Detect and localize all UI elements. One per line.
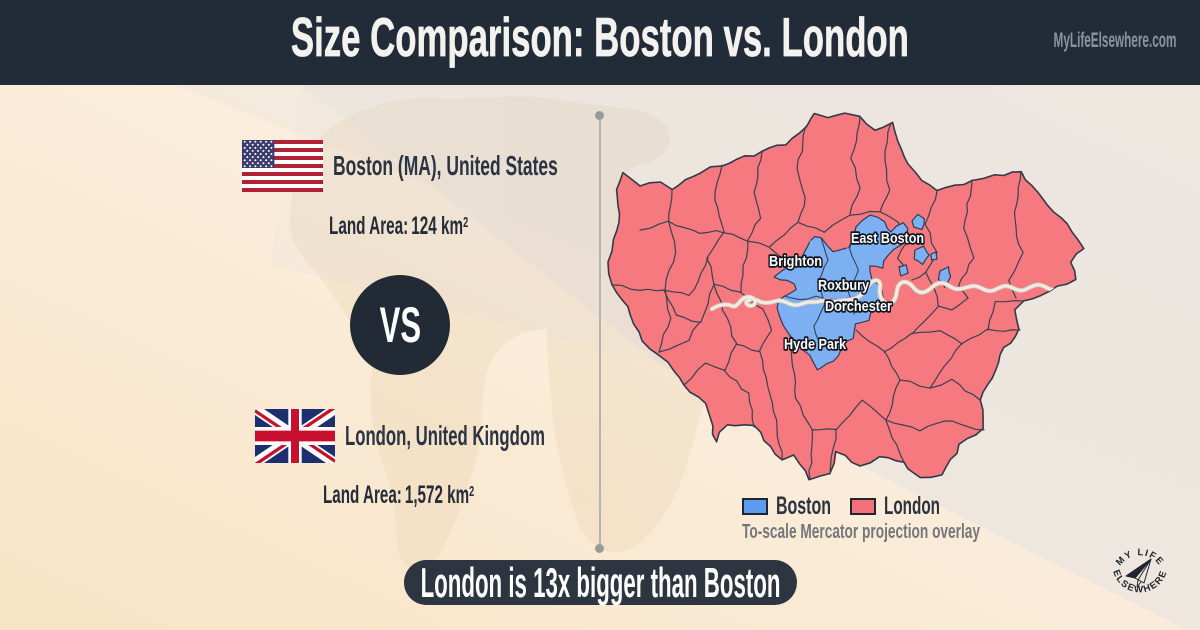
svg-text:Hyde Park: Hyde Park <box>784 336 847 353</box>
svg-text:East Boston: East Boston <box>851 230 924 247</box>
svg-text:Roxbury: Roxbury <box>818 277 870 294</box>
svg-text:Brighton: Brighton <box>769 253 822 270</box>
svg-text:Dorchester: Dorchester <box>825 298 892 315</box>
